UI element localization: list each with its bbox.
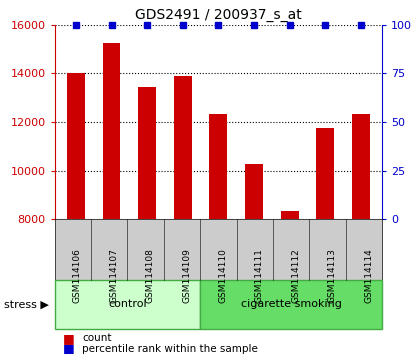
Bar	[316, 128, 334, 219]
Bar	[102, 43, 121, 219]
Text: GSM114106: GSM114106	[73, 248, 82, 303]
Bar	[352, 114, 370, 219]
Text: percentile rank within the sample: percentile rank within the sample	[82, 344, 258, 354]
Text: GSM114112: GSM114112	[291, 248, 300, 303]
Text: cigarette smoking: cigarette smoking	[241, 299, 341, 309]
Bar	[245, 164, 263, 219]
Text: ■: ■	[63, 342, 75, 354]
Bar	[174, 76, 192, 219]
Text: GSM114108: GSM114108	[146, 248, 155, 303]
Text: GSM114111: GSM114111	[255, 248, 264, 303]
Bar	[138, 87, 156, 219]
Bar	[281, 211, 299, 219]
Bar	[210, 114, 227, 219]
Text: GSM114113: GSM114113	[328, 248, 336, 303]
Text: GSM114107: GSM114107	[109, 248, 118, 303]
Text: GSM114110: GSM114110	[218, 248, 227, 303]
Text: control: control	[108, 299, 147, 309]
Text: count: count	[82, 333, 111, 343]
Bar	[67, 73, 85, 219]
Text: stress ▶: stress ▶	[4, 299, 49, 309]
Text: ■: ■	[63, 332, 75, 344]
Title: GDS2491 / 200937_s_at: GDS2491 / 200937_s_at	[135, 8, 302, 22]
Text: GSM114109: GSM114109	[182, 248, 191, 303]
Text: GSM114114: GSM114114	[364, 248, 373, 303]
